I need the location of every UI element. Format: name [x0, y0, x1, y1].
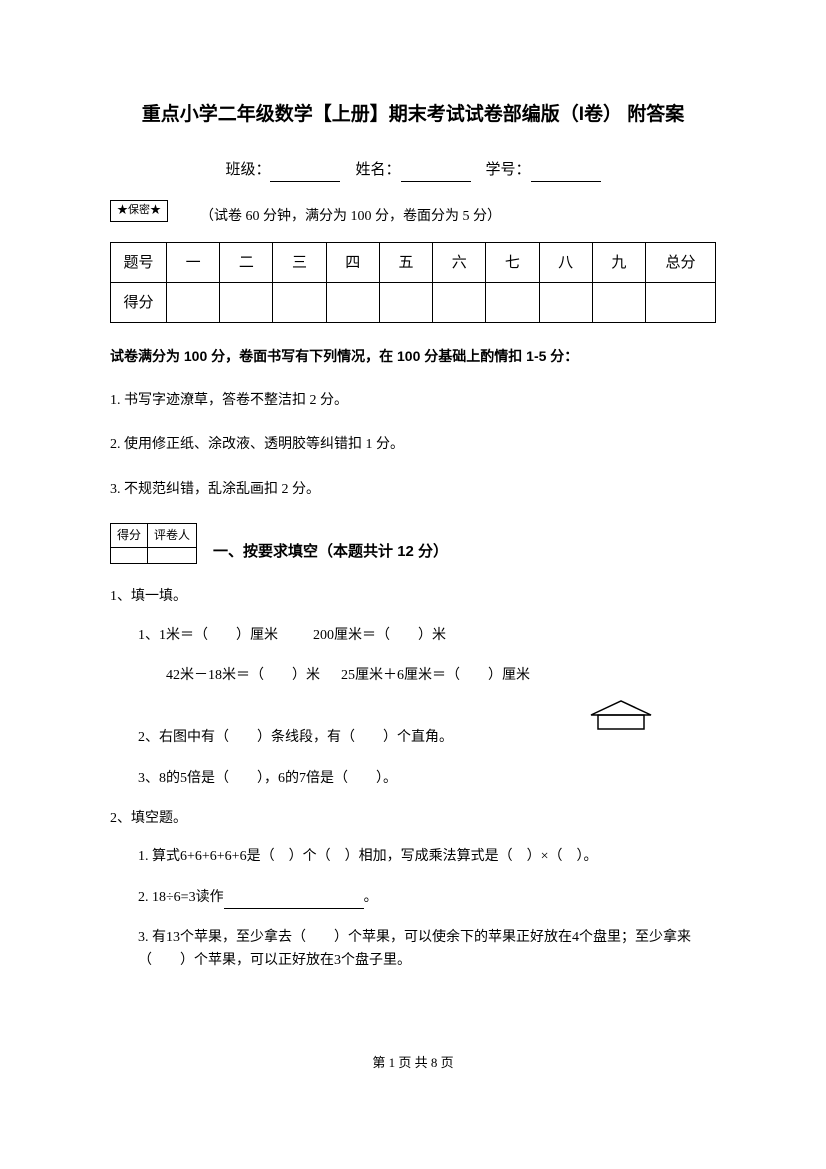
- mini-cell[interactable]: [148, 548, 197, 564]
- id-blank[interactable]: [531, 166, 601, 182]
- score-cell[interactable]: [646, 283, 716, 323]
- mini-label: 得分: [111, 523, 148, 547]
- question-text: 25厘米＋6厘米＝（ ）厘米: [341, 668, 530, 683]
- question-text: 。: [364, 890, 378, 905]
- section-title: 一、按要求填空（本题共计 12 分）: [213, 540, 448, 564]
- question-sub: 1、1米＝（ ）厘米 200厘米＝（ ）米: [110, 625, 716, 647]
- exam-title: 重点小学二年级数学【上册】期末考试试卷部编版（I卷） 附答案: [110, 100, 716, 130]
- section-header: 得分 评卷人 一、按要求填空（本题共计 12 分）: [110, 523, 716, 564]
- score-cell[interactable]: [273, 283, 326, 323]
- grader-table: 得分 评卷人: [110, 523, 197, 564]
- question-sub: 3. 有13个苹果，至少拿去（ ）个苹果，可以使余下的苹果正好放在4个盘里；至少…: [110, 927, 716, 972]
- question-text: 3、8的5倍是（ ），6的7倍是（ ）。: [138, 771, 397, 786]
- score-cell[interactable]: [379, 283, 432, 323]
- question-text: 2、右图中有（ ）条线段，有（ ）个直角。: [138, 730, 453, 745]
- col-header: 四: [326, 243, 379, 283]
- question-text: 200厘米＝（ ）米: [313, 628, 446, 643]
- table-row: 题号 一 二 三 四 五 六 七 八 九 总分: [111, 243, 716, 283]
- score-cell[interactable]: [539, 283, 592, 323]
- col-header: 总分: [646, 243, 716, 283]
- col-header: 三: [273, 243, 326, 283]
- class-label: 班级：: [225, 162, 270, 178]
- house-icon: [586, 697, 656, 743]
- name-blank[interactable]: [401, 166, 471, 182]
- question-sub: 1. 算式6+6+6+6+6是（ ）个（ ）相加，写成乘法算式是（ ）×（ ）。: [110, 846, 716, 868]
- score-cell[interactable]: [167, 283, 220, 323]
- question-sub: 42米－18米＝（ ）米 25厘米＋6厘米＝（ ）厘米: [110, 665, 716, 687]
- question-main: 2、填空题。: [110, 808, 716, 830]
- score-cell[interactable]: [486, 283, 539, 323]
- page-footer: 第 1 页 共 8 页: [110, 1053, 716, 1074]
- answer-blank[interactable]: [224, 895, 364, 909]
- mini-cell[interactable]: [111, 548, 148, 564]
- score-table: 题号 一 二 三 四 五 六 七 八 九 总分 得分: [110, 242, 716, 323]
- row-label: 题号: [111, 243, 167, 283]
- score-cell[interactable]: [220, 283, 273, 323]
- question-sub: 2、右图中有（ ）条线段，有（ ）个直角。: [110, 727, 716, 749]
- score-cell[interactable]: [433, 283, 486, 323]
- col-header: 二: [220, 243, 273, 283]
- question-sub: 3、8的5倍是（ ），6的7倍是（ ）。: [110, 768, 716, 790]
- score-cell[interactable]: [326, 283, 379, 323]
- rule-item: 1. 书写字迹潦草，答卷不整洁扣 2 分。: [110, 390, 716, 412]
- rules-header: 试卷满分为 100 分，卷面书写有下列情况，在 100 分基础上酌情扣 1-5 …: [110, 345, 716, 367]
- name-label: 姓名：: [355, 162, 400, 178]
- question-main: 1、填一填。: [110, 586, 716, 608]
- exam-note: （试卷 60 分钟，满分为 100 分，卷面分为 5 分）: [110, 206, 716, 228]
- col-header: 一: [167, 243, 220, 283]
- table-row: 得分: [111, 283, 716, 323]
- rule-item: 3. 不规范纠错，乱涂乱画扣 2 分。: [110, 479, 716, 501]
- class-blank[interactable]: [270, 166, 340, 182]
- secret-badge: ★保密★: [110, 200, 168, 222]
- col-header: 七: [486, 243, 539, 283]
- mini-label: 评卷人: [148, 523, 197, 547]
- rule-item: 2. 使用修正纸、涂改液、透明胶等纠错扣 1 分。: [110, 434, 716, 456]
- question-text: 1、1米＝（ ）厘米: [138, 628, 278, 643]
- col-header: 九: [592, 243, 645, 283]
- score-cell[interactable]: [592, 283, 645, 323]
- row-label: 得分: [111, 283, 167, 323]
- student-info-line: 班级： 姓名： 学号：: [110, 158, 716, 182]
- question-text: 42米－18米＝（ ）米: [166, 668, 320, 683]
- question-text: 2. 18÷6=3读作: [138, 890, 224, 905]
- id-label: 学号：: [486, 162, 531, 178]
- question-sub: 2. 18÷6=3读作 。: [110, 887, 716, 909]
- col-header: 五: [379, 243, 432, 283]
- col-header: 六: [433, 243, 486, 283]
- col-header: 八: [539, 243, 592, 283]
